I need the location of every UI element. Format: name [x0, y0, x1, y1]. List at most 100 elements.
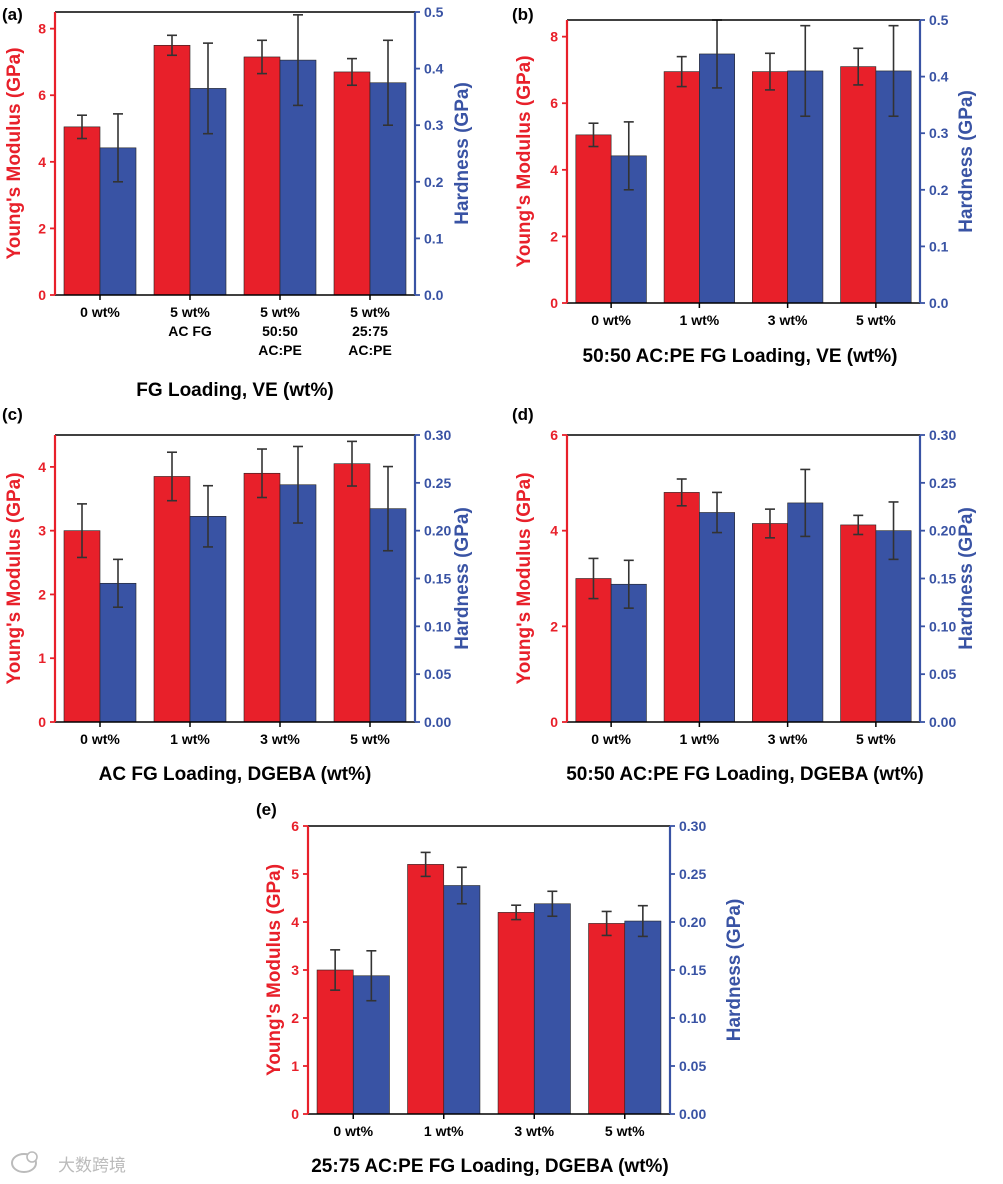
hardness-error-3 [293, 445, 303, 524]
y-left-tick-label: 1 [38, 650, 46, 666]
y-right-tick-label: 0.2 [424, 174, 444, 190]
y-right-tick-label: 0.3 [424, 117, 444, 133]
y-right-tick-label: 0.10 [424, 618, 451, 634]
y-left-tick-label: 2 [38, 220, 46, 236]
watermark: 大数跨境 [11, 1151, 126, 1176]
hardness-bar-3 [279, 484, 317, 723]
hardness-error-4 [383, 39, 393, 126]
y-right-tick-label: 0.4 [929, 69, 949, 85]
x-tick-label: 3 wt% [260, 731, 300, 747]
modulus-bar-2 [407, 864, 445, 1115]
y-right-tick-label: 0.10 [929, 618, 956, 634]
y-left-tick-label: 0 [550, 714, 558, 730]
y-left-axis-title: Young's Modulus (GPa) [514, 55, 535, 267]
x-tick-label: 0 wt% [333, 1123, 373, 1139]
y-left-axis-title: Young's Modulus (GPa) [514, 472, 535, 684]
watermark-text: 大数跨境 [58, 1156, 126, 1176]
y-left-tick-label: 0 [550, 295, 558, 311]
y-left-tick-label: 0 [38, 714, 46, 730]
y-left-tick-label: 1 [291, 1058, 299, 1074]
modulus-bar-3 [752, 71, 788, 304]
modulus-bar-4 [840, 524, 877, 723]
modulus-error-4 [853, 514, 864, 536]
y-left-tick-label: 3 [291, 962, 299, 978]
y-right-tick-label: 0.1 [929, 238, 949, 254]
panel-label: (e) [256, 800, 277, 819]
x-tick-label: 0 wt% [591, 312, 631, 328]
modulus-error-1 [77, 503, 87, 559]
modulus-error-3 [511, 904, 522, 921]
x-tick-label: 5 wt% [856, 731, 896, 747]
y-left-tick-label: 8 [550, 29, 558, 45]
y-right-tick-label: 0.15 [424, 571, 451, 587]
hardness-error-1 [623, 559, 634, 609]
y-right-tick-label: 0.30 [679, 818, 706, 834]
y-right-axis-title: Hardness (GPa) [956, 507, 977, 650]
axes-frame [565, 19, 922, 304]
chart-panel-b: (b) 0 wt% 1 wt% 3 wt% 5 wt% 0 2 4 6 8 0.0 0.1 0.2 0.3… [512, 5, 977, 367]
y-left-tick-label: 6 [291, 818, 299, 834]
y-left-tick-label: 6 [38, 87, 46, 103]
y-right-tick-label: 0.25 [929, 475, 956, 491]
x-tick-label: 0 wt% [591, 731, 631, 747]
y-left-tick-label: 2 [550, 618, 558, 634]
y-right-tick-label: 0.0 [424, 287, 444, 303]
modulus-bar-1 [316, 969, 354, 1115]
modulus-bar-4 [333, 71, 371, 296]
y-left-axis-title: Young's Modulus (GPa) [264, 864, 285, 1076]
y-left-tick-label: 5 [291, 866, 299, 882]
modulus-error-1 [77, 114, 87, 140]
modulus-error-3 [764, 508, 775, 539]
x-tick-label: 5 wt% 25:75 AC:PE [348, 304, 392, 358]
y-left-tick-label: 4 [550, 162, 558, 178]
x-tick-label: 1 wt% [680, 312, 720, 328]
modulus-error-1 [588, 557, 599, 600]
y-right-tick-label: 0.0 [929, 295, 949, 311]
hardness-error-1 [113, 113, 123, 183]
x-tick-label: 1 wt% [680, 731, 720, 747]
hardness-error-2 [712, 491, 723, 534]
hardness-error-1 [366, 949, 377, 1002]
modulus-error-4 [347, 57, 357, 87]
x-tick-label: 5 wt% [856, 312, 896, 328]
hardness-error-2 [456, 866, 467, 905]
y-left-tick-label: 4 [38, 459, 46, 475]
x-tick-label: 5 wt% [605, 1123, 645, 1139]
modulus-error-4 [601, 910, 612, 937]
charts-group: (a)0 wt% 5 wt% AC FG5 wt% 50:50 AC:PE5 wt% 25… [2, 4, 977, 1177]
y-left-tick-label: 6 [550, 427, 558, 443]
hardness-bar-2 [443, 885, 481, 1115]
hardness-error-3 [800, 468, 811, 538]
hardness-error-1 [113, 558, 123, 609]
hardness-error-3 [800, 24, 811, 118]
hardness-error-3 [547, 890, 558, 918]
x-tick-label: 5 wt% 50:50 AC:PE [258, 304, 302, 358]
y-right-tick-label: 0.30 [929, 427, 956, 443]
panel-label: (d) [512, 405, 534, 424]
chart-panel-d: (d) 0 wt% 1 wt% 3 wt% 5 wt% 0 2 4 6 0.00 0.05 0.10 0… [512, 405, 977, 785]
y-right-axis-title: Hardness (GPa) [724, 899, 745, 1042]
y-left-tick-label: 0 [38, 287, 46, 303]
modulus-error-1 [588, 122, 599, 148]
hardness-error-2 [203, 42, 213, 135]
x-tick-label: 3 wt% [768, 731, 808, 747]
y-right-tick-label: 0.20 [679, 914, 706, 930]
x-axis-title: 50:50 AC:PE FG Loading, DGEBA (wt%) [566, 764, 924, 785]
modulus-bar-1 [63, 126, 101, 296]
hardness-error-4 [888, 501, 899, 561]
hardness-bar-2 [699, 512, 735, 723]
y-left-tick-label: 0 [291, 1106, 299, 1122]
modulus-bar-2 [663, 492, 700, 723]
modulus-error-4 [347, 440, 357, 487]
x-tick-label: 5 wt% [350, 731, 390, 747]
modulus-error-2 [420, 851, 431, 878]
x-tick-label: 1 wt% [424, 1123, 464, 1139]
chart-panel-a: (a) 0 wt% 5 wt% AC FG 5 wt% 50:50 AC:PE 5 wt% 25… [2, 4, 473, 401]
modulus-bar-3 [497, 912, 535, 1115]
y-right-axis-title: Hardness (GPa) [452, 82, 473, 225]
modulus-bar-3 [243, 56, 281, 296]
chart-panel-e: (e) 0 wt% 1 wt% 3 wt% 5 wt% 0 1 2 3 4 5 6 0.00 0.05 0.… [256, 800, 745, 1177]
y-right-tick-label: 0.5 [424, 4, 444, 20]
y-right-tick-label: 0.05 [424, 666, 451, 682]
